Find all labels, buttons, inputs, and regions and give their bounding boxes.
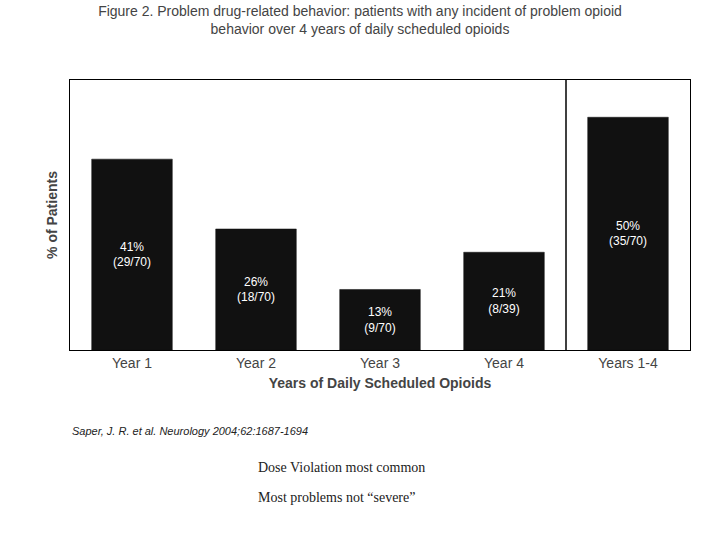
svg-text:Years of Daily Scheduled Opioi: Years of Daily Scheduled Opioids: [269, 375, 492, 391]
svg-text:% of Patients: % of Patients: [44, 171, 60, 259]
svg-text:13%(9/70): 13%(9/70): [364, 305, 395, 335]
svg-text:Dose Violation most common: Dose Violation most common: [258, 460, 425, 475]
svg-text:Years 1-4: Years 1-4: [598, 355, 658, 371]
svg-text:Year 4: Year 4: [484, 355, 524, 371]
svg-text:50%(35/70): 50%(35/70): [609, 219, 647, 249]
svg-text:41%(29/70): 41%(29/70): [113, 240, 151, 270]
svg-text:Figure 2. Problem drug-related: Figure 2. Problem drug-related behavior:…: [98, 3, 622, 37]
svg-text:21%(8/39): 21%(8/39): [488, 286, 519, 316]
svg-text:Year 1: Year 1: [112, 355, 152, 371]
svg-text:26%(18/70): 26%(18/70): [237, 275, 275, 305]
svg-text:Most problems not “severe”: Most problems not “severe”: [258, 490, 415, 505]
svg-text:Saper, J. R. et al. Neurology: Saper, J. R. et al. Neurology 2004;62:16…: [72, 425, 308, 437]
svg-text:Year 2: Year 2: [236, 355, 276, 371]
svg-text:Year 3: Year 3: [360, 355, 400, 371]
